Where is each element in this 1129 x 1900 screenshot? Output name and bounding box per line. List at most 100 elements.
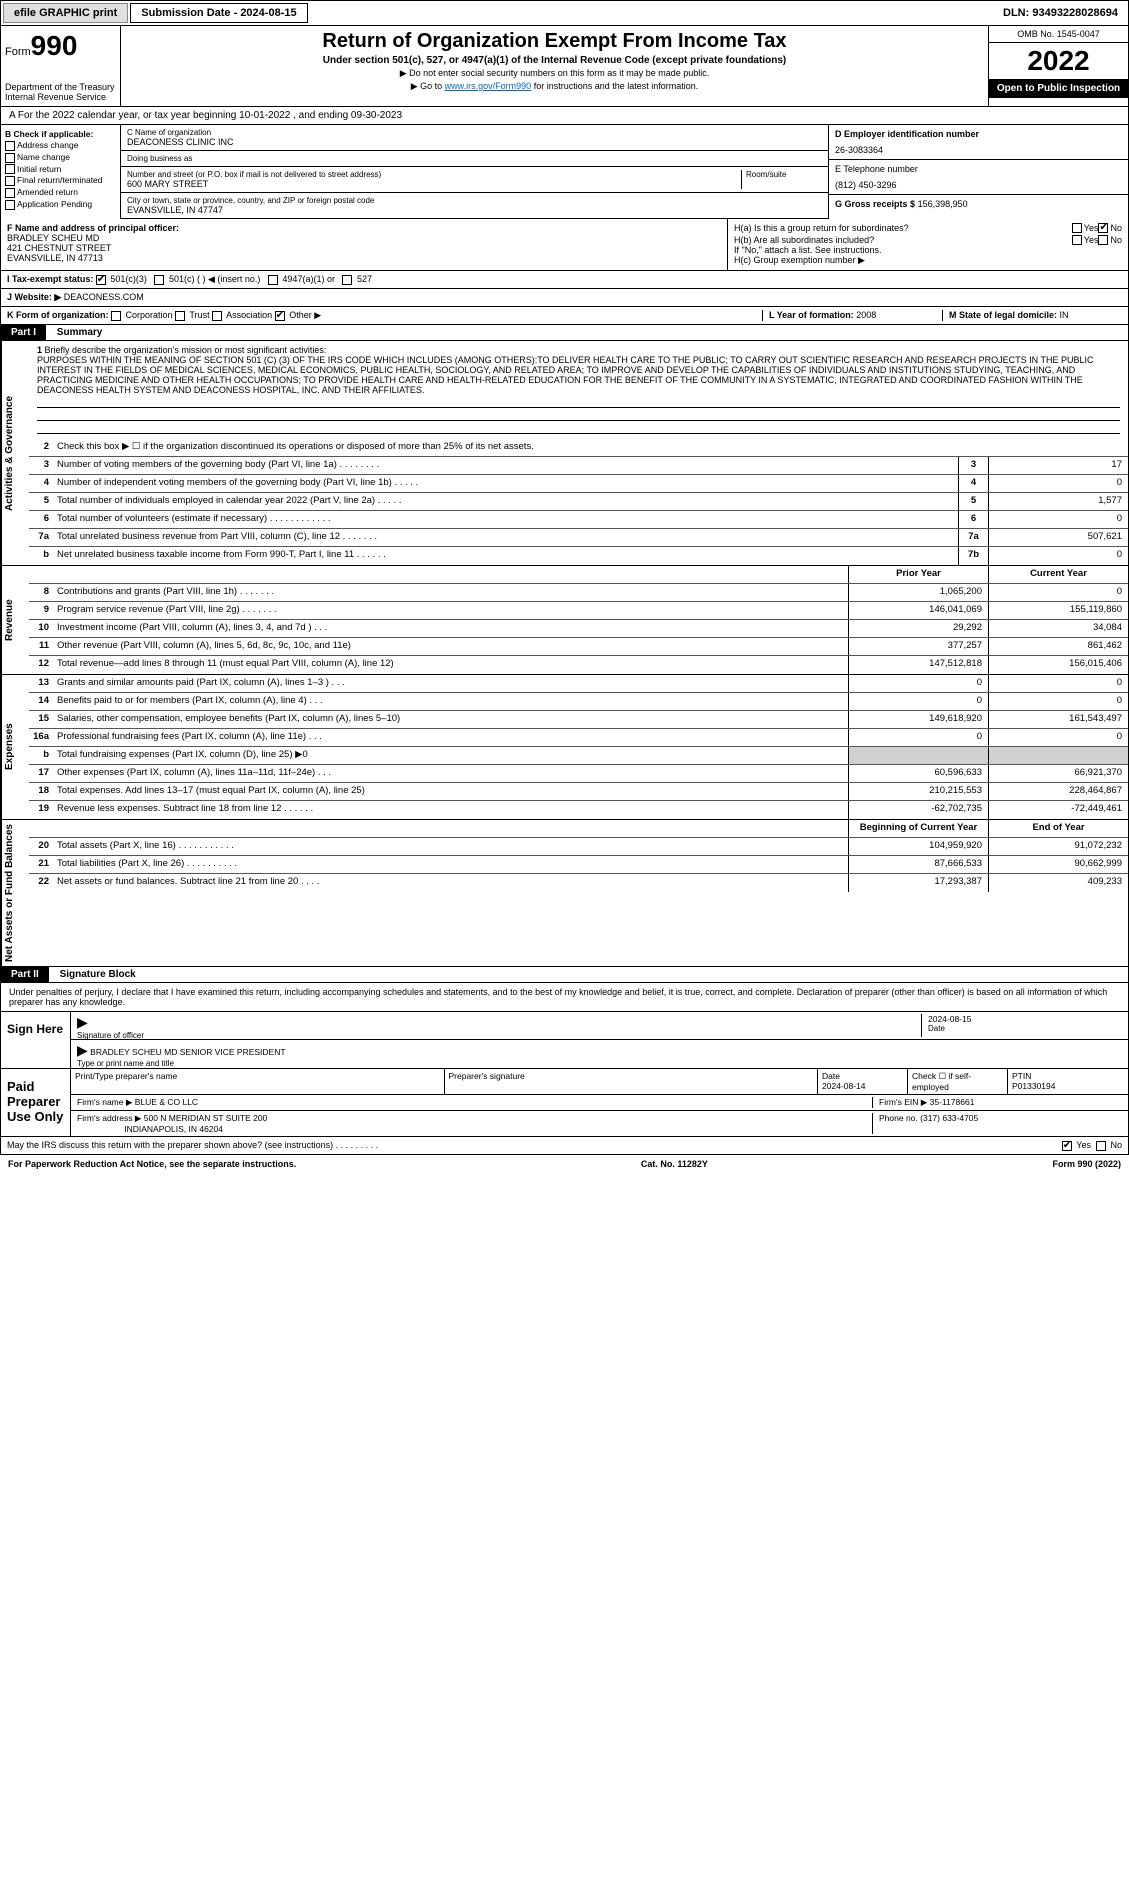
cb-501c3[interactable] [96,275,106,285]
cb-amended[interactable]: Amended return [5,187,116,198]
officer-addr1: 421 CHESTNUT STREET [7,243,721,253]
open-to-public: Open to Public Inspection [989,79,1128,98]
hb-no[interactable] [1098,235,1108,245]
cb-4947[interactable] [268,275,278,285]
omb: OMB No. 1545-0047 [989,26,1128,43]
hb-yes[interactable] [1072,235,1082,245]
state-domicile: IN [1060,310,1069,320]
irs: Internal Revenue Service [5,92,116,102]
row-k: K Form of organization: Corporation Trus… [0,307,1129,325]
hb-note: If "No," attach a list. See instructions… [734,245,1122,255]
bottom-row: For Paperwork Reduction Act Notice, see … [0,1155,1129,1173]
form-title: Return of Organization Exempt From Incom… [125,30,984,53]
sign-here-block: Sign Here ▶ Signature of officer 2024-08… [0,1012,1129,1069]
cb-application[interactable]: Application Pending [5,199,116,210]
preparer-grid: Print/Type preparer's name Preparer's si… [71,1069,1128,1095]
paid-preparer-block: Paid Preparer Use Only Print/Type prepar… [0,1069,1129,1137]
website: DEACONESS.COM [64,292,144,302]
form-note1: ▶ Do not enter social security numbers o… [125,68,984,79]
header-right: OMB No. 1545-0047 2022 Open to Public In… [988,26,1128,106]
gov-v7a: 507,621 [988,529,1128,546]
col-right: D Employer identification number 26-3083… [828,125,1128,219]
form-ref: Form 990 (2022) [1052,1159,1121,1169]
row-i: I Tax-exempt status: 501(c)(3) 501(c) ( … [0,271,1129,289]
city-label: City or town, state or province, country… [127,196,822,205]
submission-date: Submission Date - 2024-08-15 [130,3,307,23]
col-c: C Name of organization DEACONESS CLINIC … [121,125,828,219]
cb-corp[interactable] [111,311,121,321]
telephone: (812) 450-3296 [835,180,1122,190]
discuss-yes[interactable] [1062,1141,1072,1151]
cb-assoc[interactable] [212,311,222,321]
penalties-text: Under penalties of perjury, I declare th… [0,983,1129,1012]
firm-ein: 35-1178661 [930,1097,975,1107]
paperwork-notice: For Paperwork Reduction Act Notice, see … [8,1159,296,1169]
irs-link[interactable]: www.irs.gov/Form990 [445,81,532,91]
current-year-hdr: Current Year [988,566,1128,583]
mission-block: 1 Briefly describe the organization's mi… [29,341,1128,439]
col-b: B Check if applicable: Address change Na… [1,125,121,219]
ha-no[interactable] [1098,223,1108,233]
cb-501c[interactable] [154,275,164,285]
end-year-hdr: End of Year [988,820,1128,837]
ha-label: H(a) Is this a group return for subordin… [734,223,1072,233]
prior-year-hdr: Prior Year [848,566,988,583]
form-subtitle: Under section 501(c), 527, or 4947(a)(1)… [125,55,984,66]
topbar: efile GRAPHIC print Submission Date - 20… [0,0,1129,26]
c-name-label: C Name of organization [127,128,822,137]
header-mid: Return of Organization Exempt From Incom… [121,26,988,106]
part-ii-label: Part II [1,967,49,982]
efile-label: efile GRAPHIC print [3,3,128,23]
ein-label: D Employer identification number [835,129,1122,139]
cb-final[interactable]: Final return/terminated [5,175,116,186]
cb-527[interactable] [342,275,352,285]
gross-label: G Gross receipts $ [835,199,915,209]
hc-label: H(c) Group exemption number ▶ [734,255,1122,266]
cb-address[interactable]: Address change [5,140,116,151]
row-f-h: F Name and address of principal officer:… [0,219,1129,271]
net-side: Net Assets or Fund Balances [1,820,29,966]
cb-other[interactable] [275,311,285,321]
gov-side: Activities & Governance [1,341,29,565]
officer-name: BRADLEY SCHEU MD [7,233,721,243]
rev-section: Revenue Prior YearCurrent Year 8Contribu… [0,566,1129,675]
part-i-header: Part I Summary [0,325,1129,341]
form-label: Form [5,46,31,58]
city: EVANSVILLE, IN 47747 [127,205,822,215]
form-number: Form990 [5,30,116,62]
paid-preparer: Paid Preparer Use Only [1,1069,71,1136]
b-header: B Check if applicable: [5,129,116,139]
street-label: Number and street (or P.O. box if mail i… [127,170,737,179]
rev-side: Revenue [1,566,29,674]
exp-section: Expenses 13Grants and similar amounts pa… [0,675,1129,820]
room-label: Room/suite [746,170,822,179]
cb-name[interactable]: Name change [5,152,116,163]
gov-v5: 1,577 [988,493,1128,510]
exp-side: Expenses [1,675,29,819]
gov-v6: 0 [988,511,1128,528]
ha-yes[interactable] [1072,223,1082,233]
cb-initial[interactable]: Initial return [5,164,116,175]
hb-label: H(b) Are all subordinates included? [734,235,1072,245]
gov-v7b: 0 [988,547,1128,565]
officer-addr2: EVANSVILLE, IN 47713 [7,253,721,263]
tel-label: E Telephone number [835,164,1122,174]
row-j: J Website: ▶ DEACONESS.COM [0,289,1129,307]
discuss-row: May the IRS discuss this return with the… [0,1137,1129,1155]
row-a: A For the 2022 calendar year, or tax yea… [0,107,1129,125]
ein: 26-3083364 [835,145,1122,155]
sig-date: 2024-08-15 [928,1014,1122,1024]
cb-trust[interactable] [175,311,185,321]
part-i-label: Part I [1,325,46,340]
cat-no: Cat. No. 11282Y [641,1159,708,1169]
h-section: H(a) Is this a group return for subordin… [728,219,1128,270]
firm-phone: (317) 633-4705 [920,1113,978,1123]
gov-section: Activities & Governance 1 Briefly descri… [0,341,1129,566]
mission-text: PURPOSES WITHIN THE MEANING OF SECTION 5… [37,355,1094,395]
part-ii-title: Signature Block [52,967,144,982]
discuss-no[interactable] [1096,1141,1106,1151]
gross-receipts: 156,398,950 [918,199,968,209]
header-left: Form990 Department of the Treasury Inter… [1,26,121,106]
sig-label: Signature of officer [77,1031,921,1040]
gov-v4: 0 [988,475,1128,492]
